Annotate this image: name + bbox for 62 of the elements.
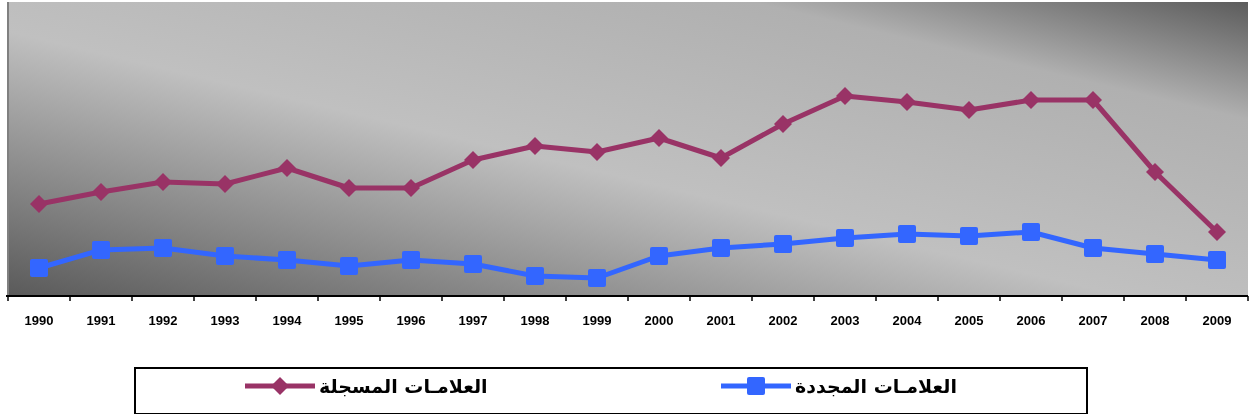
point xyxy=(588,143,606,161)
x-tick-label: 1995 xyxy=(334,313,364,328)
point xyxy=(526,137,544,155)
point xyxy=(464,151,482,169)
point xyxy=(216,175,234,193)
point xyxy=(960,101,978,119)
point xyxy=(836,229,854,247)
point xyxy=(340,257,358,275)
point xyxy=(1022,91,1040,109)
point xyxy=(92,183,110,201)
point xyxy=(1022,223,1040,241)
point xyxy=(712,239,730,257)
point xyxy=(588,269,606,287)
point xyxy=(154,239,172,257)
x-tick-label: 2002 xyxy=(768,313,798,328)
x-tick-label: 1990 xyxy=(24,313,54,328)
point xyxy=(92,241,110,259)
x-tick-label: 2009 xyxy=(1202,313,1232,328)
x-tick-label: 1998 xyxy=(520,313,550,328)
point xyxy=(960,227,978,245)
point xyxy=(1084,239,1102,257)
point xyxy=(278,251,296,269)
point xyxy=(526,267,544,285)
point xyxy=(712,149,730,167)
x-tick-label: 1997 xyxy=(458,313,488,328)
x-tick-label: 2006 xyxy=(1016,313,1046,328)
point xyxy=(1208,251,1226,269)
x-tick-label: 1999 xyxy=(582,313,612,328)
point xyxy=(898,225,916,243)
legend-label: العلامـات المجددة xyxy=(795,375,957,397)
legend-label: العلامـات المسجلة xyxy=(319,375,488,397)
point xyxy=(216,247,234,265)
point xyxy=(340,179,358,197)
point xyxy=(30,195,48,213)
x-tick-label: 2001 xyxy=(706,313,736,328)
point xyxy=(1208,223,1226,241)
point xyxy=(1084,91,1102,109)
point xyxy=(1146,245,1164,263)
point xyxy=(402,251,420,269)
point xyxy=(898,93,916,111)
x-tick-label: 2004 xyxy=(892,313,923,328)
point xyxy=(774,115,792,133)
x-tick-label: 1994 xyxy=(272,313,303,328)
point xyxy=(1146,163,1164,181)
point xyxy=(30,259,48,277)
point xyxy=(402,179,420,197)
x-tick-label: 1993 xyxy=(210,313,240,328)
point xyxy=(154,173,172,191)
x-tick-label: 2003 xyxy=(830,313,860,328)
x-tick-label: 2000 xyxy=(644,313,674,328)
point xyxy=(836,87,854,105)
x-tick-label: 1991 xyxy=(86,313,116,328)
point xyxy=(464,255,482,273)
point xyxy=(650,247,668,265)
x-tick-label: 2008 xyxy=(1140,313,1170,328)
x-tick-label: 1996 xyxy=(396,313,426,328)
x-tick-label: 2005 xyxy=(954,313,984,328)
x-tick-label: 1992 xyxy=(148,313,178,328)
point xyxy=(278,159,296,177)
point xyxy=(650,129,668,147)
point xyxy=(774,235,792,253)
x-tick-label: 2007 xyxy=(1078,313,1108,328)
